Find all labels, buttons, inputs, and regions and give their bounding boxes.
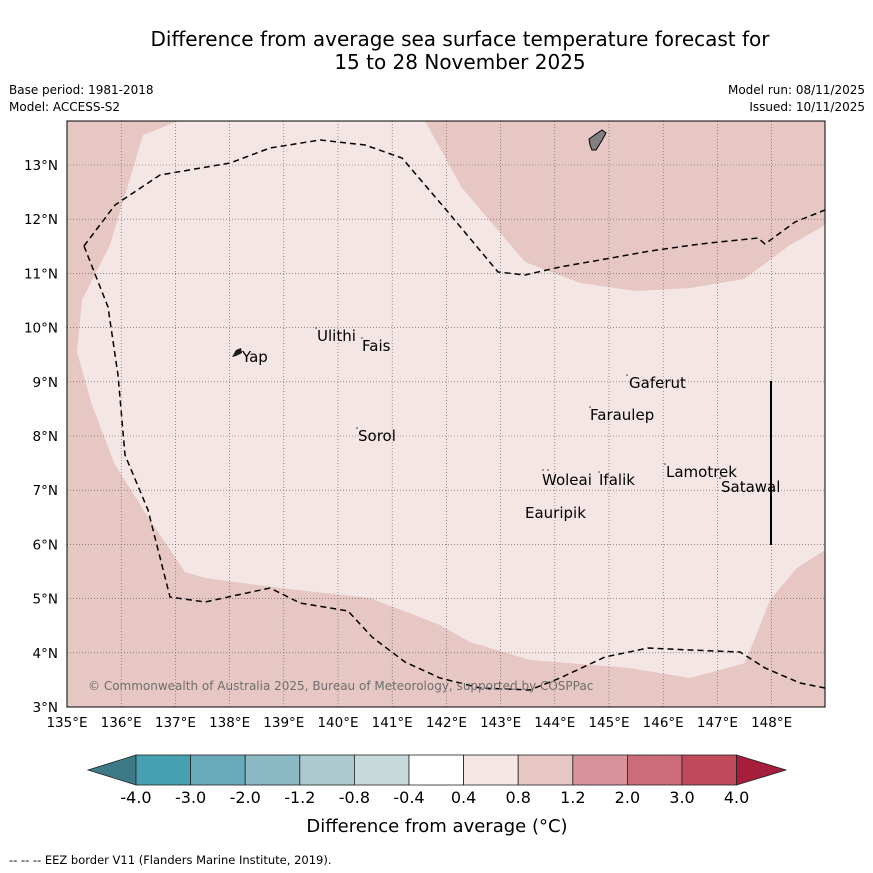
map-title: Difference from average sea surface temp…	[60, 28, 860, 74]
eez-border	[83, 139, 825, 691]
graticule	[67, 121, 825, 707]
longitude-label: 144°E	[534, 715, 575, 731]
latitude-label: 13°N	[24, 158, 58, 174]
meta-left: Base period: 1981-2018 Model: ACCESS-S2	[9, 82, 154, 116]
longitude-label: 135°E	[46, 715, 87, 731]
longitude-label: 142°E	[426, 715, 467, 731]
eez-legend-footer: -- -- -- EEZ border V11 (Flanders Marine…	[9, 853, 332, 867]
longitude-label: 136°E	[101, 715, 142, 731]
map-plot: Ulithi Fais Yap Gaferut Faraulep Sorol L…	[67, 121, 825, 707]
colorbar-segment	[190, 754, 246, 786]
longitude-label: 138°E	[209, 715, 250, 731]
colorbar-tick-label: -2.0	[230, 788, 261, 807]
longitude-label: 143°E	[480, 715, 521, 731]
latitude-label: 4°N	[33, 646, 58, 662]
latitude-labels: 13°N 12°N 11°N 10°N 9°N 8°N 7°N 6°N 5°N 4°N 3°N	[24, 158, 58, 716]
place-yap: Yap	[241, 348, 268, 366]
longitude-label: 137°E	[155, 715, 196, 731]
place-fais: Fais	[362, 337, 391, 355]
place-sorol: Sorol	[358, 427, 396, 445]
colorbar-segment	[299, 754, 355, 786]
place-ulithi: Ulithi	[317, 327, 356, 345]
colorbar-segment	[517, 754, 574, 786]
colorbar-ticks: -4.0 -3.0 -2.0 -1.2 -0.8 -0.4 0.4 0.8 1.2 2.0 3.0 4…	[120, 788, 749, 807]
colorbar-segment	[627, 754, 683, 786]
latitude-label: 11°N	[24, 266, 58, 282]
meta-right: Model run: 08/11/2025 Issued: 10/11/2025	[728, 82, 865, 116]
guam-island	[588, 129, 607, 151]
colorbar-tick-label: -0.8	[339, 788, 370, 807]
colorbar-extend-high	[736, 754, 788, 786]
place-eauripik: Eauripik	[525, 504, 586, 522]
colorbar-segment	[408, 754, 464, 786]
colorbar-tick-label: -4.0	[120, 788, 151, 807]
colorbar-tick-label: 3.0	[669, 788, 694, 807]
colorbar-tick-label: -1.2	[284, 788, 315, 807]
colorbar-tick-label: -3.0	[175, 788, 206, 807]
latitude-label: 10°N	[24, 321, 58, 337]
copyright-notice: © Commonwealth of Australia 2025, Bureau…	[88, 679, 593, 693]
longitude-labels: 135°E 136°E 137°E 138°E 139°E 140°E 141°E 142°E…	[46, 715, 792, 731]
latitude-label: 12°N	[24, 212, 58, 228]
colorbar-tick-label: 2.0	[615, 788, 640, 807]
base-period: Base period: 1981-2018	[9, 83, 154, 97]
latitude-label: 3°N	[33, 700, 58, 716]
place-faraulep: Faraulep	[590, 406, 654, 424]
colorbar-segment	[572, 754, 628, 786]
colorbar-tick-label: 4.0	[724, 788, 749, 807]
place-lamotrek: Lamotrek	[666, 463, 737, 481]
title-line-2: 15 to 28 November 2025	[334, 50, 586, 74]
colorbar-segment	[353, 754, 410, 786]
place-gaferut: Gaferut	[629, 374, 686, 392]
longitude-label: 145°E	[588, 715, 629, 731]
longitude-label: 140°E	[317, 715, 358, 731]
colorbar-label: Difference from average (°C)	[306, 816, 567, 837]
colorbar-extend-low	[86, 754, 137, 786]
atoll-dots	[315, 327, 721, 479]
map-frame	[66, 120, 826, 708]
colorbar-segment	[135, 754, 191, 786]
colorbar	[86, 754, 788, 786]
latitude-label: 9°N	[33, 375, 58, 391]
model-run: Model run: 08/11/2025	[727, 83, 865, 97]
longitude-label: 148°E	[751, 715, 792, 731]
colorbar-segment	[244, 754, 301, 786]
colorbar-tick-label: -0.4	[393, 788, 424, 807]
colorbar-segment	[463, 754, 519, 786]
latitude-label: 7°N	[33, 483, 58, 499]
latitude-label: 8°N	[33, 429, 58, 445]
place-ifalik: Ifalik	[599, 471, 635, 489]
place-satawal: Satawal	[721, 478, 780, 496]
title-line-1: Difference from average sea surface temp…	[150, 27, 770, 51]
longitude-label: 139°E	[263, 715, 304, 731]
model-name: Model: ACCESS-S2	[9, 100, 121, 114]
anomaly-band-0.4-0.8	[77, 121, 825, 678]
issued-date: Issued: 10/11/2025	[749, 100, 865, 114]
colorbar-tick-label: 0.4	[451, 788, 476, 807]
colorbar-tick-label: 1.2	[560, 788, 585, 807]
colorbar-tick-label: 0.8	[505, 788, 530, 807]
latitude-label: 6°N	[33, 537, 58, 553]
longitude-label: 147°E	[697, 715, 738, 731]
place-woleai: Woleai	[542, 471, 592, 489]
colorbar-segment	[681, 754, 737, 786]
yap-island	[232, 348, 242, 357]
longitude-label: 146°E	[643, 715, 684, 731]
longitude-label: 141°E	[372, 715, 413, 731]
latitude-label: 5°N	[33, 592, 58, 608]
